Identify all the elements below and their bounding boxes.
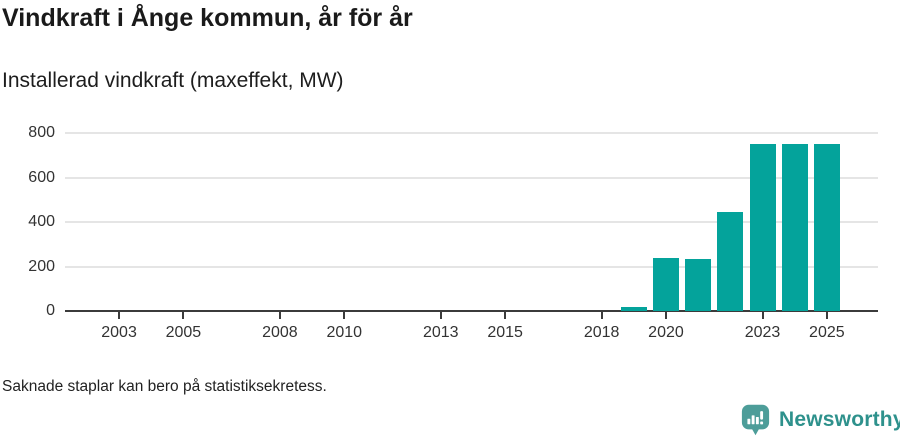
x-axis-tick [343, 312, 346, 319]
x-axis-tick [761, 312, 764, 319]
y-gridline [65, 132, 878, 134]
x-axis-tick [600, 312, 603, 319]
y-gridline [65, 265, 878, 268]
bar-2020 [652, 257, 679, 311]
x-axis-tick [825, 312, 828, 319]
y-tick-label: 600 [28, 168, 55, 186]
y-tick-label: 200 [28, 257, 55, 275]
bar-2022 [717, 211, 744, 311]
x-tick-label: 2013 [422, 324, 459, 341]
y-tick-label: 400 [28, 213, 55, 230]
x-axis-tick [439, 312, 442, 319]
x-axis-tick [118, 312, 121, 319]
bar-2023 [749, 144, 776, 311]
x-tick-label: 2023 [744, 324, 781, 341]
newsworthy-logo[interactable]: Newsworthy [740, 402, 900, 438]
x-axis-tick [278, 312, 281, 319]
y-tick-label: 0 [46, 302, 55, 319]
x-tick-label: 2003 [101, 324, 137, 341]
newsworthy-speech-bubble-barchart-icon [740, 403, 771, 437]
x-axis-tick [504, 312, 507, 319]
footnote: Saknade staplar kan bero på statistiksek… [2, 378, 327, 395]
newsworthy-logo-text: Newsworthy [779, 408, 900, 431]
x-axis-line [65, 310, 878, 312]
x-tick-label: 2005 [165, 324, 202, 341]
bar-2025 [813, 144, 840, 311]
bar-2024 [781, 144, 808, 311]
y-gridline [65, 221, 878, 223]
page-title: Vindkraft i Ånge kommun, år för år [2, 4, 413, 32]
x-axis-tick [664, 312, 667, 319]
x-tick-label: 2025 [809, 324, 845, 341]
x-tick-label: 2008 [262, 324, 298, 341]
x-tick-label: 2015 [487, 324, 523, 341]
bar-2019 [620, 306, 647, 311]
bar-2021 [685, 258, 712, 311]
y-gridline [65, 176, 878, 179]
x-axis-tick [182, 312, 185, 319]
chart-subtitle: Installerad vindkraft (maxeffekt, MW) [2, 69, 344, 92]
x-tick-label: 2018 [583, 324, 620, 341]
y-tick-label: 800 [28, 124, 55, 141]
x-tick-label: 2020 [648, 324, 684, 341]
x-tick-label: 2010 [326, 324, 363, 341]
